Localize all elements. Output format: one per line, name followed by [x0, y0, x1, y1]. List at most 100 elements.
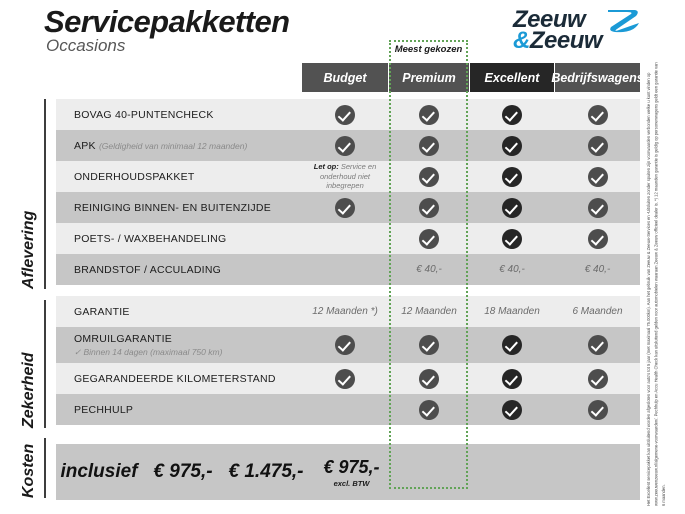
- checkmark-icon: [587, 166, 608, 187]
- cell-text: € 40,-: [499, 264, 525, 275]
- cell-text: 18 Maanden: [484, 306, 540, 317]
- cell-bedrijf: [555, 223, 640, 254]
- price-value-bedrijfswagens: € 975,-: [323, 456, 380, 477]
- cell-bedrijf: 6 Maanden: [555, 296, 640, 327]
- brand-logo: Zeeuw &Zeeuw: [513, 6, 639, 54]
- cell-text: 12 Maanden: [401, 306, 457, 317]
- column-header-budget[interactable]: Budget: [302, 63, 388, 92]
- row-label-text: APK (Geldigheid van minimaal 12 maanden): [74, 139, 248, 152]
- price-value-excellent: € 1.475,-: [228, 461, 304, 482]
- cell-excellent: € 40,-: [470, 254, 554, 285]
- cell-premium: [389, 363, 469, 394]
- checkmark-icon: [502, 104, 522, 125]
- table-row: ONDERHOUDSPAKKET Let op: Service en onder…: [56, 161, 640, 192]
- row-label: POETS- / WAXBEHANDELING: [74, 223, 226, 254]
- cell-excellent: [470, 161, 554, 192]
- group-label-kosten: Kosten: [6, 438, 46, 504]
- cell-budget: Let op: Service en onderhoud niet inbegr…: [302, 161, 388, 192]
- cell-bedrijf: [555, 130, 640, 161]
- comparison-table: BOVAG 40-PUNTENCHECK APK (Geldigheid van …: [56, 99, 640, 425]
- cell-bedrijf: [555, 99, 640, 130]
- cell-bedrijf: € 40,-: [555, 254, 640, 285]
- row-label-text: REINIGING BINNEN- EN BUITENZIJDE: [74, 201, 272, 214]
- cell-text: € 40,-: [584, 264, 611, 275]
- row-label-text: BRANDSTOF / ACCULADING: [74, 263, 222, 276]
- cell-bedrijf: [555, 161, 640, 192]
- row-cells: [302, 192, 640, 223]
- row-cells: [302, 223, 640, 254]
- row-cells: [302, 327, 640, 363]
- column-header-excellent[interactable]: Excellent: [470, 63, 554, 92]
- checkmark-icon: [335, 135, 355, 156]
- checkmark-icon: [502, 135, 522, 156]
- cell-premium: [389, 161, 469, 192]
- cell-text: 6 Maanden: [572, 306, 623, 317]
- row-cells: 12 Maanden *) 12 Maanden 18 Maanden 6 Maand…: [302, 296, 640, 327]
- most-chosen-label: Meest gekozen: [394, 44, 463, 55]
- cell-premium: [389, 99, 469, 130]
- price-cell-budget: inclusief: [56, 444, 142, 500]
- cell-premium: [389, 327, 469, 363]
- price-value-budget: inclusief: [60, 461, 138, 482]
- cell-budget: [302, 327, 388, 363]
- cell-bedrijf: [555, 327, 640, 363]
- cell-excellent: [470, 99, 554, 130]
- cell-budget: 12 Maanden *): [302, 296, 388, 327]
- checkmark-icon: [587, 368, 608, 389]
- cell-text: 12 Maanden *): [312, 306, 378, 317]
- row-label-text: OMRUILGARANTIE: [74, 332, 173, 345]
- row-cells: [302, 394, 640, 425]
- row-label: OMRUILGARANTIE ✓ Binnen 14 dagen (maximaa…: [74, 327, 222, 363]
- cell-budget: [302, 223, 388, 254]
- row-cells: Let op: Service en onderhoud niet inbegr…: [302, 161, 640, 192]
- cell-budget: [302, 363, 388, 394]
- cell-excellent: [470, 130, 554, 161]
- cell-budget: [302, 192, 388, 223]
- checkmark-icon: [587, 399, 608, 420]
- logo-line1: Zeeuw: [513, 6, 586, 33]
- cell-excellent: [470, 192, 554, 223]
- checkmark-icon: [502, 335, 522, 355]
- cell-text: € 40,-: [416, 264, 442, 275]
- checkmark-icon: [502, 166, 522, 187]
- logo-ampersand: &: [513, 27, 530, 54]
- checkmark-icon: [419, 135, 439, 156]
- cell-budget: [302, 254, 388, 285]
- checkmark-icon: [587, 135, 608, 156]
- price-value-premium: € 975,-: [153, 461, 213, 482]
- row-label-text: BOVAG 40-PUNTENCHECK: [74, 108, 214, 121]
- checkmark-icon: [502, 399, 522, 420]
- column-header-bedrijfswagens[interactable]: Bedrijfswagens: [551, 63, 644, 92]
- checkmark-icon: [419, 368, 439, 389]
- row-label: PECHHULP: [74, 394, 133, 425]
- section-zekerheid: GARANTIE 12 Maanden *) 12 Maanden 18 Maande…: [56, 296, 640, 425]
- cell-budget: [302, 99, 388, 130]
- swoosh-icon: [608, 10, 639, 33]
- cell-premium: 12 Maanden: [389, 296, 469, 327]
- table-row: OMRUILGARANTIE ✓ Binnen 14 dagen (maximaa…: [56, 327, 640, 363]
- price-row: inclusief € 975,- € 1.475,- € 975,- excl…: [56, 444, 640, 500]
- page-title: Servicepakketten: [44, 4, 290, 39]
- checkmark-icon: [419, 166, 439, 187]
- row-label-text: ONDERHOUDSPAKKET: [74, 170, 195, 183]
- price-cell-excellent: € 1.475,-: [224, 444, 308, 500]
- page-header: Servicepakketten Occasions Zeeuw &Zeeuw: [0, 0, 685, 62]
- checkmark-icon: [335, 197, 355, 218]
- row-cells: [302, 99, 640, 130]
- checkmark-icon: [419, 197, 439, 218]
- table-row: REINIGING BINNEN- EN BUITENZIJDE: [56, 192, 640, 223]
- row-label-text: GEGARANDEERDE KILOMETERSTAND: [74, 372, 276, 385]
- row-label-text: PECHHULP: [74, 403, 134, 416]
- row-label-inline-note: (Geldigheid van minimaal 12 maanden): [98, 140, 248, 151]
- checkmark-icon: [419, 104, 439, 125]
- row-cells: [302, 363, 640, 394]
- row-label: GARANTIE: [74, 296, 130, 327]
- checkmark-icon: [419, 228, 439, 249]
- checkmark-icon: [587, 335, 608, 355]
- page-subtitle: Occasions: [46, 36, 126, 55]
- column-header-premium[interactable]: Premium: [389, 63, 469, 92]
- checkmark-icon: [335, 104, 355, 125]
- logo-line2: Zeeuw: [529, 27, 603, 54]
- cell-note: Let op: Service en onderhoud niet inbegr…: [313, 162, 377, 191]
